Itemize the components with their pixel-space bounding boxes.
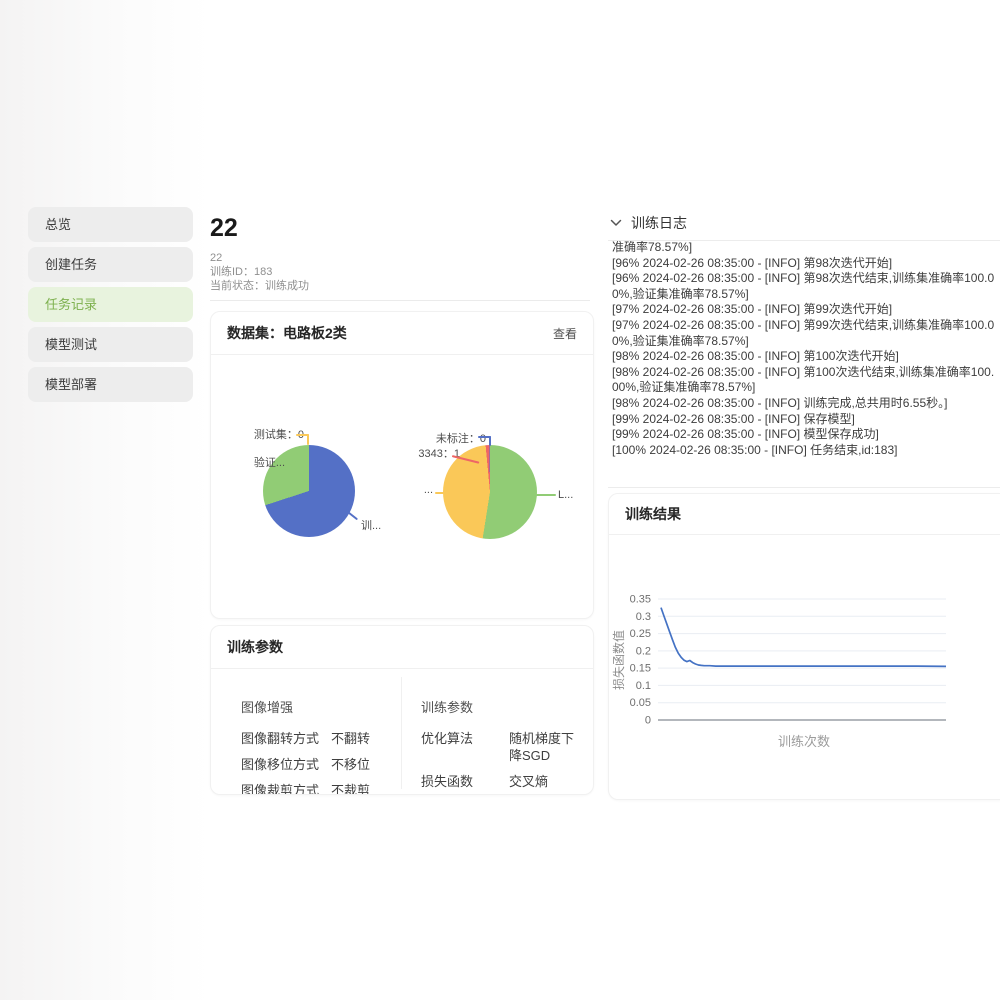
svg-text:0.35: 0.35 [630, 594, 651, 606]
log-line: [98% 2024-02-26 08:35:00 - [INFO] 第100次迭… [612, 349, 899, 364]
training-log-body[interactable]: 准确率78.57%] [96% 2024-02-26 08:35:00 - [I… [608, 241, 1000, 485]
svg-text:0.05: 0.05 [630, 697, 651, 709]
pie-label-testset: 测试集：0 [253, 429, 304, 441]
pie-label-valset: 验证... [253, 457, 285, 469]
svg-text:0.3: 0.3 [636, 611, 651, 623]
sidebar-item-create-task[interactable]: 创建任务 [28, 247, 193, 282]
param-value: 不移位 [331, 757, 371, 772]
class-pie-chart [443, 445, 537, 539]
pie-label-class-l: L... [558, 489, 574, 501]
param-value: 随机梯度下降SGD [509, 731, 575, 763]
train-id-value: 183 [254, 266, 273, 278]
sidebar-item-overview[interactable]: 总览 [28, 207, 193, 242]
log-line: [98% 2024-02-26 08:35:00 - [INFO] 第100次迭… [612, 364, 995, 395]
param-label: 损失函数 [421, 774, 474, 789]
param-row-shift: 图像移位方式 不移位 [241, 756, 391, 773]
dataset-card-title: 数据集：电路板2类 [227, 325, 347, 341]
task-title: 22 [210, 214, 238, 242]
sidebar-item-model-test[interactable]: 模型测试 [28, 327, 193, 362]
training-log-title: 训练日志 [631, 214, 687, 231]
param-row-loss: 损失函数 交叉熵 [421, 773, 581, 790]
chevron-down-icon [610, 219, 622, 226]
pie-connector [478, 436, 491, 438]
page-left-gradient [0, 0, 210, 1000]
train-id-row: 训练ID：183 [210, 265, 590, 279]
log-line: [97% 2024-02-26 08:35:00 - [INFO] 第99次迭代… [612, 317, 995, 348]
pie-connector [489, 436, 491, 446]
task-summary-block: 22 22 训练ID：183 当前状态：训练成功 [210, 207, 590, 301]
train-id-label: 训练ID： [210, 266, 254, 278]
training-log-header[interactable]: 训练日志 [608, 205, 1000, 241]
pie-label-trainset: 训... [361, 520, 382, 532]
svg-text:0: 0 [645, 715, 651, 727]
log-line: [97% 2024-02-26 08:35:00 - [INFO] 第99次迭代… [612, 302, 893, 317]
param-label: 图像移位方式 [241, 757, 320, 772]
param-label: 图像翻转方式 [241, 731, 320, 746]
params-column-divider [401, 677, 402, 789]
task-name: 22 [210, 252, 223, 264]
log-line: [98% 2024-02-26 08:35:00 - [INFO] 训练完成,总… [612, 395, 948, 410]
augment-params-column: 图像增强 图像翻转方式 不翻转 图像移位方式 不移位 图像裁剪方式 不裁剪 [241, 669, 391, 795]
param-label: 优化算法 [421, 731, 474, 746]
training-params-column: 训练参数 优化算法 随机梯度下降SGD 损失函数 交叉熵 [421, 669, 581, 790]
log-line: [99% 2024-02-26 08:35:00 - [INFO] 保存模型] [612, 411, 855, 426]
param-row-crop: 图像裁剪方式 不裁剪 [241, 782, 391, 795]
log-line-clipped: 准确率78.57%] [612, 241, 693, 254]
loss-chart: 0 0.05 0.1 0.15 0.2 0.25 0.3 0.35 损失函数值 训练次数 [609, 532, 1000, 792]
sidebar: 总览 创建任务 任务记录 模型测试 模型部署 [28, 207, 193, 407]
log-line: [96% 2024-02-26 08:35:00 - [INFO] 第98次迭代… [612, 271, 995, 301]
svg-text:0.15: 0.15 [630, 663, 651, 675]
svg-text:0.2: 0.2 [636, 645, 651, 657]
sidebar-item-model-deploy[interactable]: 模型部署 [28, 367, 193, 402]
log-line: [96% 2024-02-26 08:35:00 - [INFO] 第98次迭代… [612, 255, 893, 270]
pie-label-unlabeled: 未标注：0 [435, 433, 486, 445]
svg-text:0.25: 0.25 [630, 628, 651, 640]
training-params-title: 训练参数 [421, 700, 474, 715]
params-card-title: 训练参数 [227, 639, 283, 655]
dataset-pies: 测试集：0 验证... 训... 未标注：0 3343：1 ... L... [211, 355, 593, 620]
training-result-card: 训练结果 0 0.05 0.1 0.15 0.2 0.25 0.3 0.35 损失函数值 训练… [608, 493, 1000, 800]
status-label: 当前状态： [210, 280, 265, 292]
loss-chart-svg: 0 0.05 0.1 0.15 0.2 0.25 0.3 0.35 损失函数值 训练次数 [611, 594, 947, 749]
param-row-flip: 图像翻转方式 不翻转 [241, 730, 391, 747]
param-row-optimizer: 优化算法 随机梯度下降SGD [421, 730, 581, 764]
param-value: 交叉熵 [509, 774, 549, 789]
param-value: 不翻转 [331, 731, 371, 746]
pie-connector [307, 434, 309, 445]
training-params-card: 训练参数 图像增强 图像翻转方式 不翻转 图像移位方式 不移位 图像裁剪方式 不… [210, 625, 594, 795]
sidebar-item-task-records[interactable]: 任务记录 [28, 287, 193, 322]
dataset-view-link[interactable]: 查看 [552, 326, 577, 341]
dataset-card: 数据集：电路板2类 查看 测试集：0 验证... 训... 未标注：0 3343… [210, 311, 594, 619]
x-axis-title: 训练次数 [778, 734, 830, 749]
svg-text:0.1: 0.1 [636, 680, 651, 692]
y-axis-title: 损失函数值 [611, 630, 626, 690]
pie-connector [536, 494, 556, 496]
status-row: 当前状态：训练成功 [210, 279, 590, 293]
training-result-title: 训练结果 [625, 506, 681, 522]
pie-label-class-3343: 3343：1 [418, 448, 460, 460]
log-line: [100% 2024-02-26 08:35:00 - [INFO] 任务结束,… [612, 442, 898, 457]
augment-title: 图像增强 [241, 700, 294, 715]
log-line: [99% 2024-02-26 08:35:00 - [INFO] 模型保存成功… [612, 427, 879, 442]
training-log-panel: 训练日志 准确率78.57%] [96% 2024-02-26 08:35:00… [608, 205, 1000, 488]
pie-connector [296, 434, 309, 436]
status-value: 训练成功 [265, 280, 309, 292]
param-value: 不裁剪 [331, 783, 371, 795]
pie-label-class-other: ... [423, 484, 433, 496]
pie-connector [435, 492, 450, 494]
param-label: 图像裁剪方式 [241, 783, 320, 795]
